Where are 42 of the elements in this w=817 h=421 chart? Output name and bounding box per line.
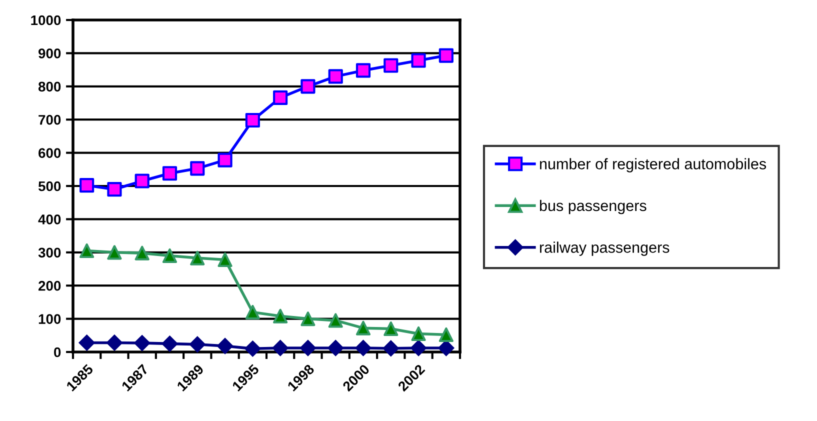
point <box>162 248 178 264</box>
point <box>217 338 233 354</box>
point <box>410 340 426 356</box>
point <box>382 340 399 356</box>
point <box>438 340 454 356</box>
point <box>106 334 122 351</box>
legend-label: number of registered automobiles <box>540 158 766 172</box>
y-tick-label: 900 <box>38 48 61 58</box>
point <box>300 312 316 326</box>
point <box>272 340 288 356</box>
y-tick-label: 1000 <box>31 15 61 26</box>
point <box>438 327 454 342</box>
point <box>328 340 344 356</box>
y-tick-label: 300 <box>38 248 61 258</box>
legend-label: bus passengers <box>540 200 646 214</box>
y-tick-label: 200 <box>38 280 61 291</box>
point <box>300 340 316 356</box>
y-tick-label: 500 <box>38 181 61 192</box>
point <box>356 320 371 336</box>
y-tick-label: 100 <box>38 314 61 324</box>
point <box>107 245 122 260</box>
point <box>355 340 372 356</box>
y-tick-label: 0 <box>54 347 61 358</box>
point <box>189 336 206 352</box>
y-tick-label: 400 <box>38 214 61 224</box>
point <box>162 336 178 352</box>
point <box>244 340 261 357</box>
point <box>245 304 260 320</box>
point <box>218 252 232 267</box>
point <box>384 321 398 336</box>
point <box>78 334 95 351</box>
y-tick-label: 600 <box>38 148 61 158</box>
point <box>328 313 343 328</box>
y-tick-label: 700 <box>38 114 61 125</box>
point <box>134 246 150 260</box>
y-tick-label: 800 <box>38 82 61 92</box>
point <box>134 335 150 351</box>
point <box>273 308 288 324</box>
legend-label: railway passengers <box>540 242 670 256</box>
point <box>411 326 426 342</box>
point <box>190 250 205 266</box>
point <box>80 243 94 258</box>
